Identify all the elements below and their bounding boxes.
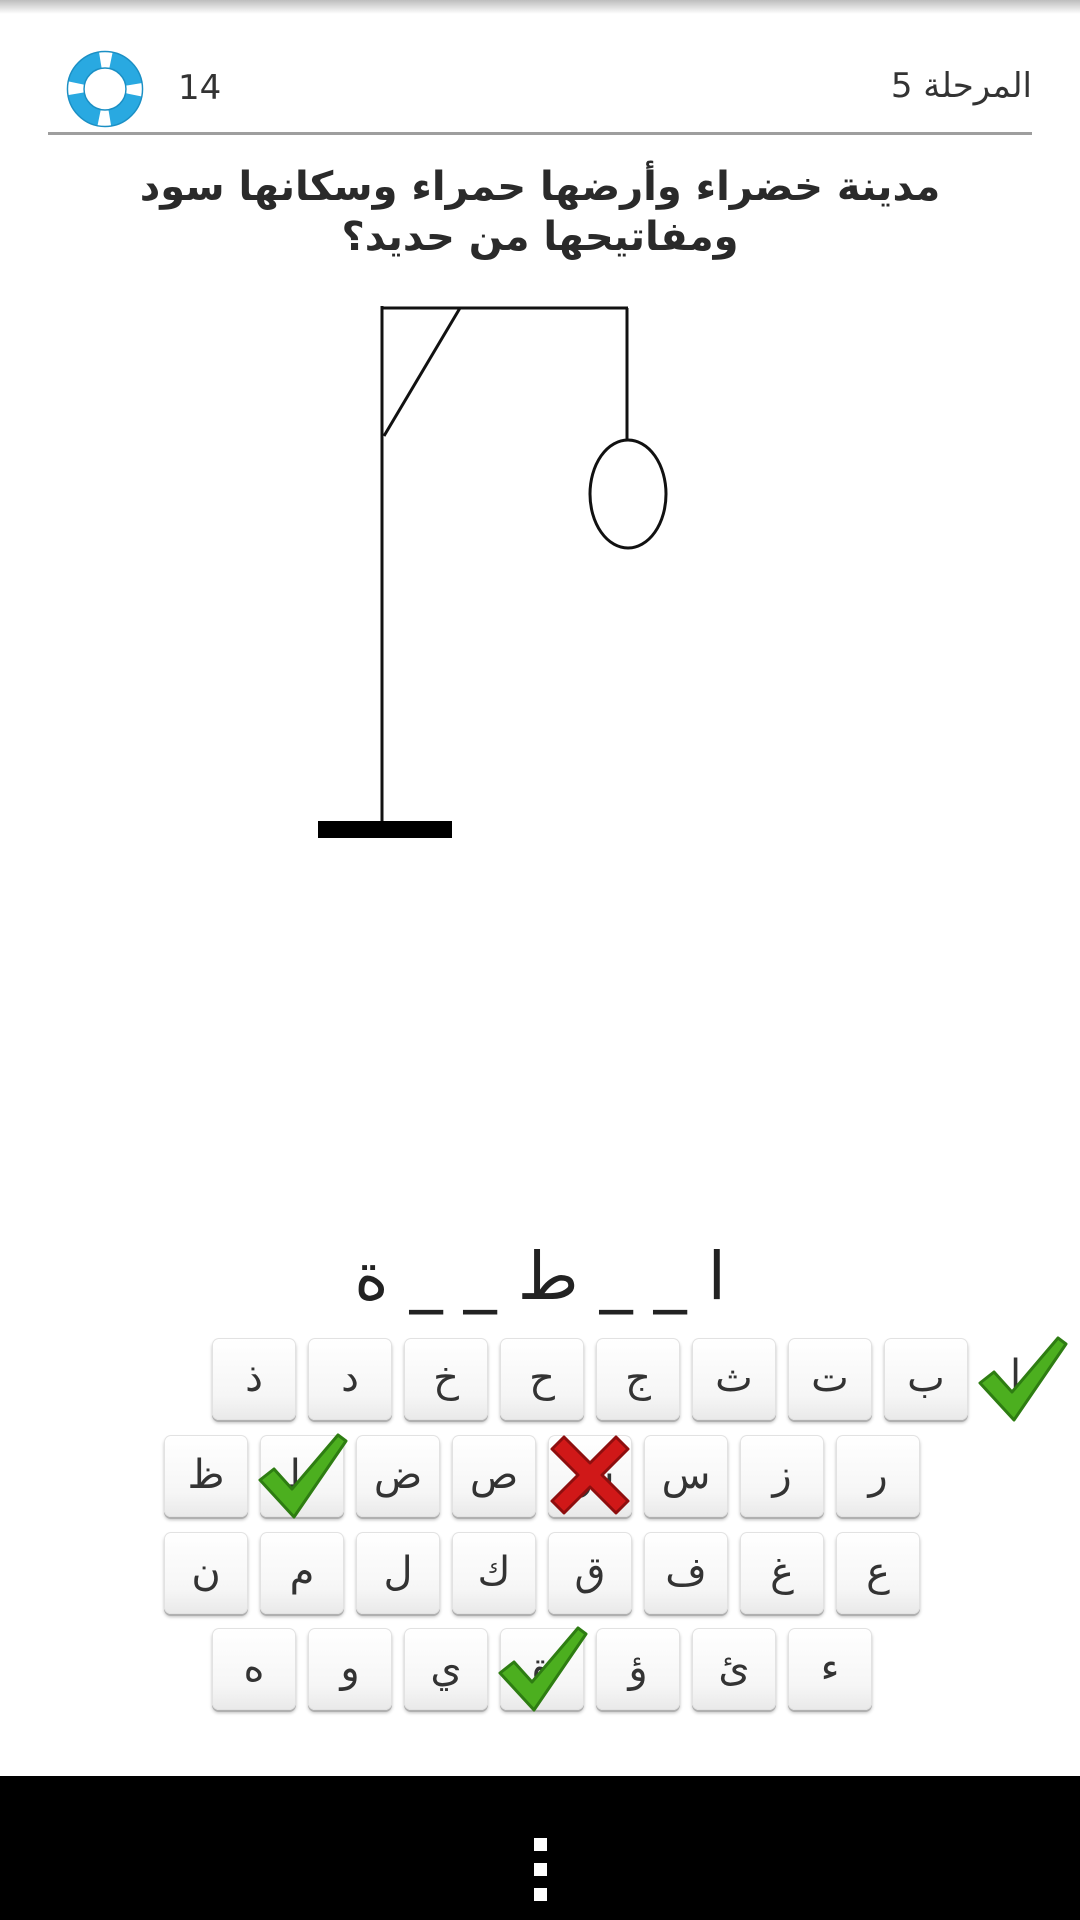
key-غ[interactable]: غ	[740, 1532, 824, 1614]
key-letter: ن	[191, 1549, 221, 1595]
key-letter: ل	[383, 1549, 413, 1595]
key-ن[interactable]: ن	[164, 1532, 248, 1614]
key-letter: ح	[529, 1355, 555, 1401]
key-ء[interactable]: ء	[788, 1628, 872, 1710]
key-ة[interactable]: ة	[500, 1628, 584, 1710]
key-letter: ق	[574, 1549, 606, 1595]
key-letter: ؤ	[628, 1645, 648, 1691]
key-letter: ب	[907, 1355, 945, 1401]
key-ث[interactable]: ث	[692, 1338, 776, 1420]
key-ر[interactable]: ر	[836, 1435, 920, 1517]
key-ش[interactable]: ش	[548, 1435, 632, 1517]
key-ه[interactable]: ه	[212, 1628, 296, 1710]
key-letter: ف	[665, 1549, 707, 1595]
key-ي[interactable]: ي	[404, 1628, 488, 1710]
hangman-head	[588, 438, 668, 550]
key-ذ[interactable]: ذ	[212, 1338, 296, 1420]
key-letter: ر	[868, 1452, 888, 1498]
key-ج[interactable]: ج	[596, 1338, 680, 1420]
key-letter: خ	[433, 1355, 459, 1401]
key-letter: و	[340, 1645, 360, 1691]
game-header: 14 المرحلة 5	[48, 40, 1032, 135]
key-ز[interactable]: ز	[740, 1435, 824, 1517]
key-ل[interactable]: ل	[356, 1532, 440, 1614]
key-ح[interactable]: ح	[500, 1338, 584, 1420]
key-letter: ع	[866, 1549, 890, 1595]
key-ط[interactable]: ط	[260, 1435, 344, 1517]
overflow-menu-icon[interactable]	[527, 1838, 553, 1902]
key-letter: ظ	[187, 1452, 225, 1498]
key-خ[interactable]: خ	[404, 1338, 488, 1420]
key-و[interactable]: و	[308, 1628, 392, 1710]
key-letter: ش	[565, 1452, 615, 1498]
key-letter: م	[289, 1549, 315, 1595]
checkmark-icon	[978, 1336, 1068, 1422]
lifebuoy-icon[interactable]	[66, 50, 144, 128]
key-ظ[interactable]: ظ	[164, 1435, 248, 1517]
key-ص[interactable]: ص	[452, 1435, 536, 1517]
gallows-base	[318, 821, 452, 838]
key-ف[interactable]: ف	[644, 1532, 728, 1614]
key-letter-used: ا	[1010, 1352, 1022, 1398]
key-letter: ئ	[718, 1645, 750, 1691]
key-letter: ء	[820, 1645, 840, 1691]
key-letter: ت	[811, 1355, 849, 1401]
key-ب[interactable]: ب	[884, 1338, 968, 1420]
key-letter: ث	[715, 1355, 753, 1401]
key-letter: ج	[625, 1355, 651, 1401]
key-ع[interactable]: ع	[836, 1532, 920, 1614]
key-letter: ط	[283, 1452, 321, 1498]
key-letter: س	[661, 1452, 711, 1498]
key-ق[interactable]: ق	[548, 1532, 632, 1614]
key-ض[interactable]: ض	[356, 1435, 440, 1517]
key-ت[interactable]: ت	[788, 1338, 872, 1420]
key-ؤ[interactable]: ؤ	[596, 1628, 680, 1710]
key-letter: ض	[373, 1452, 423, 1498]
key-letter: ة	[531, 1645, 553, 1691]
key-letter: ذ	[245, 1355, 263, 1401]
key-ئ[interactable]: ئ	[692, 1628, 776, 1710]
riddle-question: مدينة خضراء وأرضها حمراء وسكانها سود ومف…	[139, 164, 941, 260]
hangman-drawing	[318, 306, 668, 838]
stage-label: المرحلة 5	[890, 66, 1032, 106]
hints-count: 14	[178, 68, 222, 108]
key-letter: ص	[469, 1452, 519, 1498]
key-letter: ي	[430, 1645, 462, 1691]
key-د[interactable]: د	[308, 1338, 392, 1420]
word-display: ا _ _ ط _ _ ة	[354, 1238, 726, 1315]
key-letter: ك	[477, 1549, 511, 1595]
key-letter: ز	[772, 1452, 792, 1498]
key-letter: د	[341, 1355, 359, 1401]
key-م[interactable]: م	[260, 1532, 344, 1614]
key-letter: غ	[770, 1549, 794, 1595]
key-س[interactable]: س	[644, 1435, 728, 1517]
key-letter: ه	[243, 1645, 265, 1691]
gallows-brace	[382, 307, 462, 437]
status-bar-shadow	[0, 0, 1080, 14]
key-ك[interactable]: ك	[452, 1532, 536, 1614]
